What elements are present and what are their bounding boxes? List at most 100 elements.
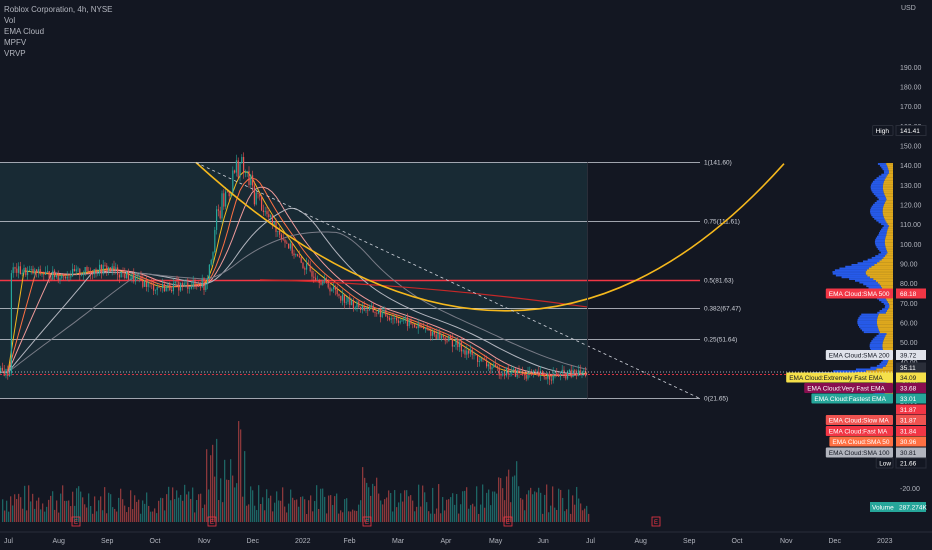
profile-bar-blue [876,200,886,203]
price-tag-value-bg [896,383,926,393]
profile-bar-gold [883,189,893,192]
candle-body [241,156,243,164]
candle-body [135,277,137,282]
volume-bar [390,492,392,522]
volume-bar [364,477,366,522]
candle-body [151,282,153,284]
candle-body [63,274,65,277]
profile-bar-gold [877,317,893,319]
profile-bar-blue [872,191,884,194]
volume-bar [376,477,378,522]
candle-body [304,268,306,270]
candle-body [329,287,331,292]
volume-bar [84,504,86,522]
volume-bar [460,504,462,522]
candle-body [225,191,227,207]
volume-bar [408,496,410,522]
volume-bar [44,511,46,522]
profile-bar-blue [870,366,883,369]
candle-body [41,274,43,275]
volume-bar [310,495,312,522]
candle-body [129,278,131,280]
candle-body [322,281,324,285]
candle-body [466,350,468,355]
candle-body [37,269,39,273]
volume-bar [532,494,534,522]
profile-bar-blue [857,262,878,265]
profile-bar-blue [871,256,884,259]
candle-body [162,284,164,289]
volume-bar [218,500,220,522]
volume-bar [8,511,10,522]
candle-body [549,374,551,380]
fib-level-label: 1(141.60) [704,159,732,166]
profile-bar-gold [868,267,893,270]
candle-body [43,274,45,275]
volume-bar [194,512,196,522]
profile-bar-blue [883,225,889,227]
candle-body [95,269,97,274]
legend-item-vrvp[interactable]: VRVP [4,49,26,58]
price-tag-value-bg [896,436,926,447]
volume-bar [354,510,356,522]
volume-bar [82,497,84,522]
profile-bar-gold [886,198,893,201]
price-tag-label-bg [875,457,894,469]
volume-bar [152,511,154,522]
candle-body [149,282,151,284]
profile-bar-blue [875,242,885,245]
candle-body [439,332,441,339]
candle-body [333,286,335,290]
volume-bar [426,502,428,522]
volume-bar [252,490,254,522]
price-tag-label: High [876,128,890,135]
candle-body [18,266,20,273]
candle-body [36,269,38,273]
volume-bar [120,488,122,522]
profile-bar-gold [877,325,893,328]
volume-bar [210,455,212,522]
volume-bar [528,490,530,522]
candle-body [237,160,239,178]
profile-bar-gold [883,205,893,208]
profile-bar-gold [882,343,893,346]
x-tick-label: Aug [53,538,66,545]
volume-bar [432,487,434,522]
candle-body [277,230,279,232]
legend-item-vol[interactable]: Vol [4,16,16,25]
candle-body [106,265,108,271]
volume-bar [388,490,390,522]
candle-body [48,271,50,279]
volume-bar [54,509,56,522]
candle-body [232,170,234,193]
price-tags: High 141.41 EMA Cloud:SMA 500 68.18 EMA Clou… [786,125,927,512]
profile-bar-blue [881,223,888,226]
candle-body [122,271,124,274]
profile-bar-blue [875,255,886,257]
candle-body [138,275,140,277]
candle-body [77,268,79,270]
candle-body [145,280,147,287]
candle-body [442,335,444,338]
y-tick-label: 130.00 [900,183,922,190]
candle-body [111,266,113,271]
price-tag-value-bg [896,350,926,360]
profile-bar-blue [867,258,882,261]
candle-body [496,366,498,368]
profile-bar-gold [877,281,893,284]
candle-body [424,327,426,329]
volume-bar [226,479,228,522]
volume-bar [214,476,216,522]
profile-bar-blue [885,304,890,307]
legend-item-mpfv[interactable]: MPFV [4,38,27,47]
volume-bar [336,493,338,522]
profile-bar-gold [886,249,893,252]
volume-bar [366,482,368,522]
time-axis[interactable]: Jul Aug Sep Oct Nov Dec 2022 Feb Mar Apr May Jun Jul… [0,531,932,545]
legend-item-ema-cloud[interactable]: EMA Cloud [4,27,45,36]
volume-bar [490,505,492,522]
volume-bar [164,510,166,522]
candle-body [84,267,86,274]
candle-body [388,317,390,320]
